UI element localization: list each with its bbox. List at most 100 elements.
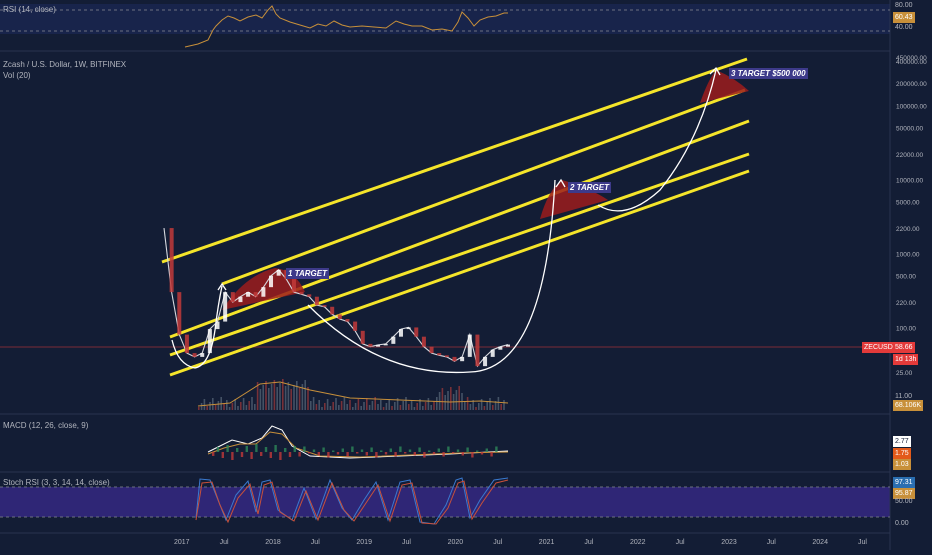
volume-bar (226, 400, 228, 410)
volume-bar (265, 381, 267, 410)
volume-bar (441, 388, 444, 410)
volume-bar (206, 406, 208, 410)
price-candle (314, 296, 319, 306)
macd-histogram-bar (212, 452, 215, 456)
macd-histogram-bar (466, 447, 469, 452)
time-tick-label: 2021 (539, 539, 555, 546)
volume-bar (469, 404, 472, 410)
volume-bar (366, 398, 368, 410)
macd-value-1: 2.77 (893, 436, 911, 447)
arrow-head-3 (709, 66, 721, 76)
volume-bar (228, 407, 231, 410)
price-candle (192, 353, 197, 357)
volume-bar (489, 398, 491, 410)
price-candle (230, 292, 235, 303)
volume-bar (402, 401, 404, 410)
macd-histogram-bar (303, 446, 306, 452)
volume-bar (405, 397, 407, 410)
macd-histogram-bar (360, 449, 364, 452)
macd-histogram-bar (226, 445, 229, 452)
stoch-level-upper: 50.00 (895, 498, 913, 505)
volume-bar (363, 402, 365, 410)
target-area-3 (700, 70, 749, 103)
time-tick-label: Jul (220, 539, 229, 546)
time-tick-label: 2018 (265, 539, 281, 546)
price-candle (184, 334, 189, 354)
volume-bar (284, 386, 287, 410)
price-candle (368, 343, 373, 347)
macd-histogram-bar (461, 452, 464, 456)
volume-bar (430, 405, 432, 410)
rsi-band (0, 4, 890, 34)
volume-bar (427, 398, 430, 410)
volume-bar (483, 406, 486, 410)
rsi-title: RSI (14, close) (3, 5, 56, 14)
volume-bar (349, 400, 351, 410)
volume-ma-line (197, 381, 509, 407)
macd-value-2: 1.75 (893, 448, 911, 459)
volume-bar (436, 397, 438, 410)
price-tick-label: 22000.00 (896, 152, 923, 159)
macd-histogram-bar (423, 452, 426, 458)
volume-bar (282, 379, 284, 410)
macd-histogram-bar (476, 450, 479, 452)
macd-histogram-bar (365, 452, 368, 456)
arrow-head-2 (555, 178, 566, 188)
time-tick-label: Jul (311, 539, 320, 546)
volume-bar (326, 399, 329, 410)
price-tick-label: 25.00 (896, 370, 913, 377)
volume-bars (197, 379, 509, 410)
volume-bar (231, 403, 234, 410)
volume-axis-label: 11.00 (895, 393, 912, 400)
volume-bar (388, 399, 390, 410)
macd-histogram-bar (322, 447, 325, 452)
time-axis: 2017 Jul 2018 Jul 2019 Jul 2020 Jul 2021 Jul 2022 J… (174, 539, 867, 546)
volume-bar (444, 395, 446, 410)
volume-bar (447, 391, 449, 410)
volume-bar (475, 407, 477, 410)
volume-bar (374, 397, 376, 410)
volume-bar (307, 387, 309, 410)
volume-bar (287, 382, 290, 410)
time-tick-label: Jul (858, 539, 867, 546)
macd-histogram-bar (341, 448, 344, 452)
price-tick-label: 2200.00 (896, 226, 920, 233)
stoch-level-lower: 0.00 (895, 520, 909, 527)
macd-histogram-bar (284, 448, 287, 452)
price-candle (490, 349, 495, 357)
price-candle (475, 334, 480, 367)
price-tick-label: 100000.00 (896, 103, 927, 110)
macd-histogram-bar (346, 452, 349, 457)
price-tick-label: 50000.00 (896, 126, 923, 133)
projection-curve-3 (597, 69, 717, 212)
volume-bar (480, 399, 483, 410)
stoch-series (195, 477, 509, 525)
volume-bar (503, 400, 505, 410)
macd-histogram-bar (245, 446, 248, 452)
price-candle (291, 279, 296, 293)
macd-histogram-bar (447, 446, 450, 452)
price-tick-label: 400000.00 (896, 59, 927, 66)
volume-bar (466, 397, 469, 410)
macd-histogram-bar (308, 452, 311, 454)
macd-histogram-bar (293, 446, 296, 452)
macd-histogram-bar (274, 445, 277, 452)
price-tick-label: 5000.00 (896, 200, 920, 207)
price-candle (414, 327, 419, 337)
macd-histogram-bar (471, 452, 474, 458)
volume-bar (343, 397, 346, 410)
ticker-tag: ZECUSD (862, 342, 895, 353)
volume-bar (497, 397, 500, 410)
volume-bar (273, 380, 276, 410)
volume-bar (500, 404, 502, 410)
volume-bar (276, 387, 278, 410)
channel-line-3 (169, 152, 750, 357)
volume-bar (212, 398, 214, 410)
volume-bar (385, 403, 388, 410)
volume-bar (329, 406, 332, 410)
price-candle (452, 356, 457, 362)
time-tick-label: 2022 (630, 539, 646, 546)
volume-bar (242, 398, 245, 410)
